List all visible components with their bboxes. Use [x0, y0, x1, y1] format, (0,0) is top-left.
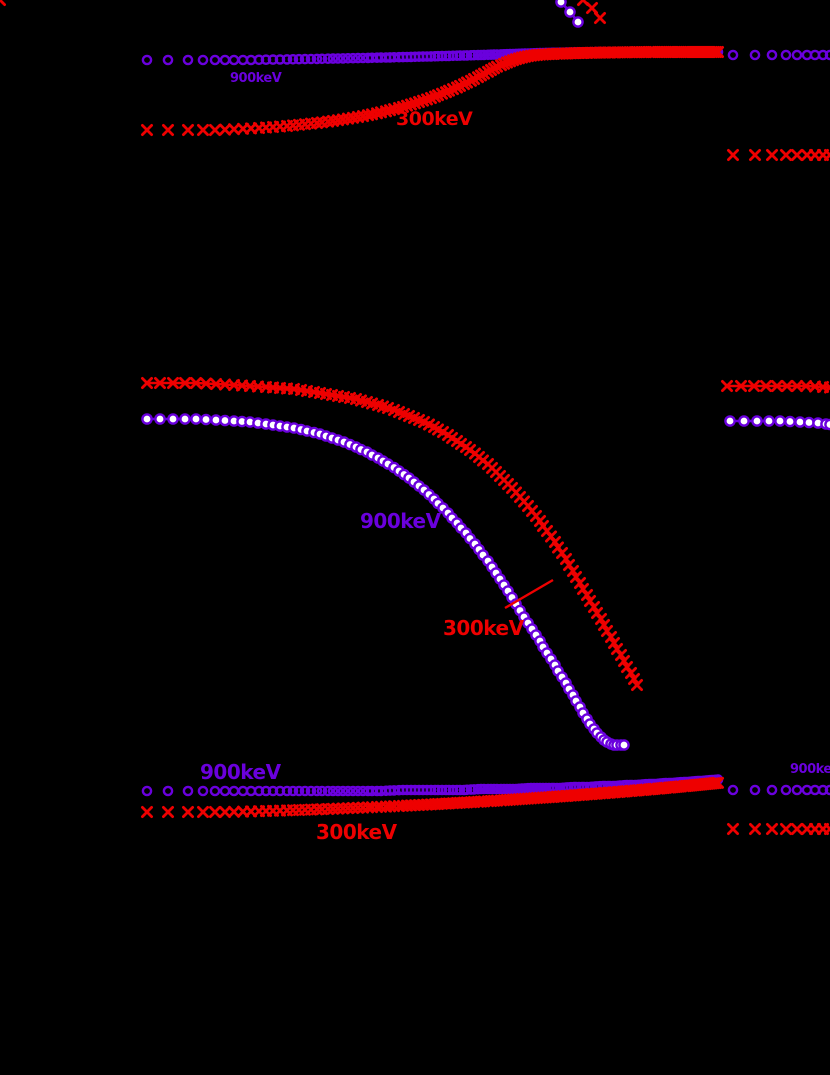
series-900keV: [727, 784, 830, 796]
panel-right-partial-middle: [721, 379, 830, 431]
panel-bottom-label-900kev: 900keV: [200, 760, 281, 784]
series-900keV: [724, 415, 830, 431]
series-300keV: [721, 379, 830, 394]
series-300keV: [727, 823, 830, 835]
panel-right-partial-top: [727, 49, 830, 162]
series-900keV: [141, 413, 630, 751]
panel-top-label-300kev: 300keV: [396, 108, 473, 130]
series-900keV: [727, 49, 830, 61]
panel-right-partial-bottom: [727, 784, 830, 835]
series-300keV: [727, 148, 830, 162]
series-300keV: [0, 0, 643, 691]
panel-middle-label-300kev: 300keV: [443, 616, 524, 640]
series-group: [0, 0, 830, 835]
panel-top-label-900kev: 900keV: [230, 71, 282, 86]
panel-middle-label-900kev: 900keV: [360, 509, 441, 533]
annotation-leader-line: [504, 578, 554, 610]
panel-middle: [0, 0, 643, 751]
panel-above-top-partial: [555, 0, 606, 28]
panel-right-label-900kev: 900keV: [790, 762, 830, 777]
panel-bottom-label-300kev: 300keV: [316, 820, 397, 844]
series-900keV: [555, 0, 584, 28]
series-300keV: [577, 0, 606, 25]
